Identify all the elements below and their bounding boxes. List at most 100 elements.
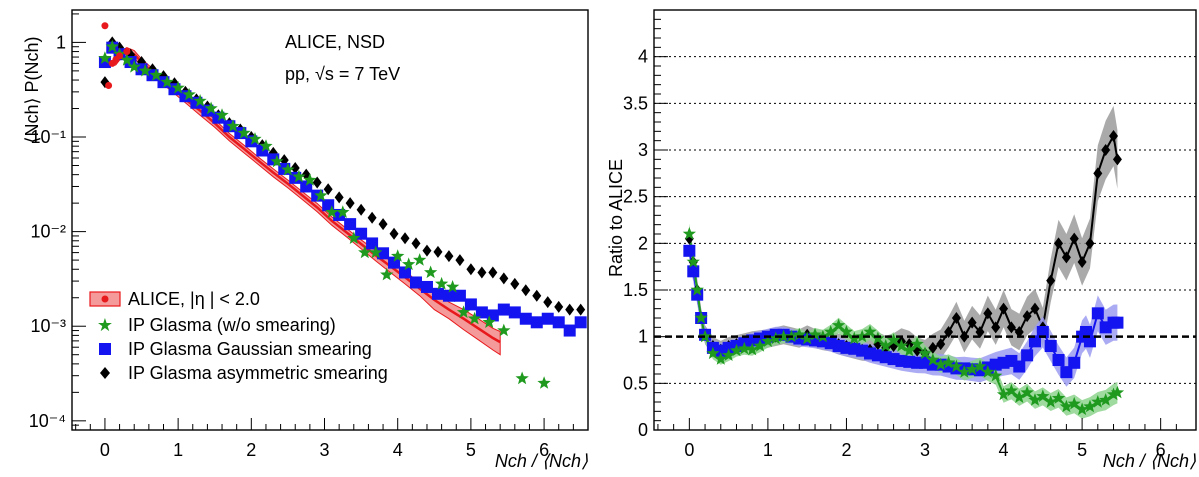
gaussian-data-point [431, 287, 444, 300]
ip_glasma-ratio-point [1059, 399, 1073, 413]
gaussian-ratio-point [687, 265, 700, 278]
gaussian-ratio-point [1013, 360, 1026, 373]
asymmetric-ratio-point [1112, 153, 1122, 166]
ip_glasma-ratio-point [690, 283, 704, 296]
gaussian-data-point [344, 218, 357, 231]
gaussian-ratio-point [1080, 326, 1093, 338]
ip_glasma-ratio-point [894, 339, 909, 352]
ip_glasma-ratio-point [973, 359, 987, 373]
ip_glasma-ratio-point [1020, 385, 1034, 399]
left-x-ticks: 0 1 2 3 4 5 6 [75, 418, 574, 460]
ip_glasma-data-point [336, 205, 350, 218]
gaussian-data-point [399, 266, 412, 279]
right-y-tick-label: 2 [638, 233, 648, 253]
asymmetric-data-point [400, 232, 410, 245]
ip_glasma-ratio-point [910, 337, 924, 350]
asymmetric-ratio-point [1030, 302, 1040, 315]
ip_glasma-ratio-point [694, 311, 708, 324]
ip_glasma-ratio-point [996, 387, 1011, 401]
asymmetric-ratio-point [944, 326, 954, 338]
gaussian-data-point [464, 298, 477, 311]
asymmetric-ratio-point [1077, 256, 1087, 268]
asymmetric-data-point [378, 218, 388, 231]
gaussian-data-point [530, 316, 543, 329]
ip_glasma-ratio-point [886, 333, 901, 347]
asymmetric-data-point [576, 303, 586, 316]
left-y-ticks: 10⁻⁴ 10⁻³ 10⁻² 10⁻¹ 1 [29, 13, 86, 431]
ip_glasma-ratio-point [926, 353, 940, 366]
right-y-tick-label: 2.5 [623, 187, 648, 207]
ip_glasma-ratio-point [902, 343, 916, 357]
right-y-tick-label: 0.5 [623, 373, 648, 393]
legend-label-ip-glasma: IP Glasma (w/o smearing) [128, 315, 336, 335]
legend-blue-square-icon [99, 343, 111, 355]
left-y-tick-label: 1 [56, 32, 66, 52]
asymmetric-data-point [510, 277, 520, 290]
asymmetric-data-point [444, 250, 454, 263]
gaussian-ratio-point [1111, 316, 1124, 329]
legend-label-gaussian: IP Glasma Gaussian smearing [128, 339, 372, 359]
right-x-tick-label: 1 [763, 440, 773, 460]
right-y-tick-label: 1.5 [623, 280, 648, 300]
asymmetric-data-point [422, 244, 432, 257]
asymmetric-data-point [543, 296, 553, 309]
ip_glasma-ratio-point [1075, 402, 1089, 416]
right-panel: 0 1 2 3 4 5 6 0 0.5 1 1.5 2 2.5 3 3.5 4 Ratio to ALICE… [606, 9, 1197, 471]
right-x-tick-label: 2 [841, 440, 851, 460]
right-grid [654, 56, 1196, 384]
ip_glasma-data-point [138, 63, 152, 77]
ip_glasma-data-point [456, 305, 471, 319]
ip_glasma-ratio-point [1110, 385, 1125, 399]
asymmetric-ratio-point [967, 316, 977, 329]
ip_glasma-data-point [380, 267, 394, 281]
ip_glasma-data-point [347, 231, 361, 244]
left-x-tick-label: 6 [539, 440, 549, 460]
left-panel: 0 1 2 3 4 5 6 10⁻⁴ 10⁻³ 10⁻² 10⁻¹ 1 ⟨Nch⟩ P(Nch) N… [22, 9, 589, 471]
gaussian-ratio-point [1028, 335, 1041, 348]
ip_glasma-ratio-point [1083, 399, 1097, 413]
gaussian-data-point [377, 247, 390, 260]
ip_glasma-data-point [182, 87, 196, 101]
asymmetric-ratio-point [936, 338, 946, 351]
ip_glasma-ratio-point [863, 325, 877, 338]
asymmetric-ratio-point [1085, 237, 1095, 250]
left-y-tick-label: 10⁻⁴ [29, 411, 66, 431]
ip_glasma-ratio-point [729, 343, 744, 357]
gaussian-data-point [574, 316, 587, 329]
right-x-axis-label: Nch / ⟨Nch⟩ [1103, 451, 1196, 471]
ip_glasma-data-point [149, 68, 163, 81]
ip_glasma-data-point [281, 162, 295, 176]
gaussian-data-point [366, 237, 379, 250]
left-y-tick-label: 10⁻³ [30, 316, 66, 336]
asymmetric-ratio-point [1101, 144, 1111, 156]
ip_glasma-ratio-point [792, 327, 806, 341]
right-x-tick-label: 4 [999, 440, 1009, 460]
ip_glasma-data-point [120, 53, 134, 66]
asymmetric-ratio-point [983, 307, 993, 320]
asymmetric-ratio-point [1046, 274, 1056, 287]
right-x-ticks: 0 1 2 3 4 5 6 [657, 418, 1177, 460]
ip_glasma-data-point [325, 205, 339, 218]
gaussian-ratio-point [1091, 307, 1104, 320]
gaussian-ratio-point [1060, 366, 1073, 379]
annotation-line-1: ALICE, NSD [285, 32, 385, 52]
left-y-axis-label: ⟨Nch⟩ P(Nch) [22, 36, 42, 143]
ip_glasma-ratio-point [800, 331, 814, 345]
left-x-tick-label: 3 [320, 440, 330, 460]
left-plot-frame [71, 9, 589, 431]
gaussian-ratio-point [1036, 326, 1049, 338]
gaussian-data-point [475, 306, 488, 319]
asymmetric-ratio-point [1061, 251, 1071, 264]
asymmetric-data-point [334, 191, 344, 204]
ip_glasma-ratio-point [706, 346, 720, 360]
ip_glasma-ratio-point [918, 346, 932, 360]
left-x-tick-label: 0 [100, 440, 110, 460]
asymmetric-ratio-point [1093, 167, 1103, 180]
legend-alice-marker [101, 295, 109, 303]
ip_glasma-data-point [314, 188, 328, 202]
ip_glasma-ratio-point [957, 365, 971, 378]
asymmetric-ratio-point [1014, 326, 1024, 338]
asymmetric-ratio-point [951, 312, 961, 324]
ip_glasma-data-point [226, 119, 240, 132]
